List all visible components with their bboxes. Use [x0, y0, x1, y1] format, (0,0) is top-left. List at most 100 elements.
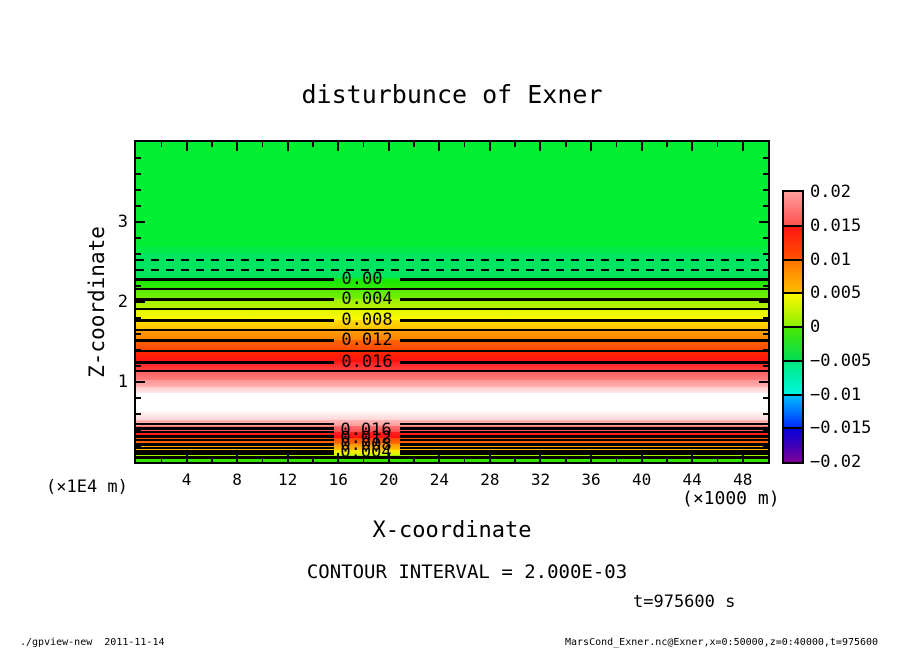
x-axis-tick	[565, 457, 567, 462]
x-axis-tick	[615, 457, 618, 462]
x-axis-tick	[413, 142, 415, 147]
y-axis-tick	[759, 301, 768, 303]
y-axis-tick	[759, 221, 768, 223]
contour-label: 0.004	[341, 289, 393, 309]
y-tick-label: 1	[117, 372, 128, 392]
y-axis-tick	[763, 237, 768, 239]
y-axis-tick	[136, 445, 141, 447]
colorbar-cell-divider	[784, 359, 802, 362]
x-axis-tick	[691, 142, 694, 151]
contour-fill-band	[136, 289, 768, 299]
y-axis-tick	[763, 413, 768, 415]
y-axis-tick	[136, 381, 145, 383]
y-axis-tick	[136, 301, 145, 303]
colorbar-cell	[784, 192, 802, 226]
contour-line	[136, 277, 334, 281]
contour-line	[400, 318, 768, 322]
y-axis-tick	[136, 285, 141, 287]
y-tick-label: 3	[117, 212, 128, 232]
x-axis-tick	[488, 142, 491, 151]
colorbar	[784, 192, 802, 462]
contour-fill-band	[136, 299, 768, 309]
y-axis-tick	[763, 445, 768, 447]
x-axis-unit: (×1000 m)	[682, 488, 780, 509]
contour-label: 0.008	[340, 435, 392, 455]
contour-line	[136, 455, 768, 459]
x-tick-label: 20	[379, 470, 399, 489]
x-axis-tick	[211, 457, 213, 462]
x-tick-label: 8	[232, 470, 242, 489]
x-axis-tick	[539, 453, 542, 462]
colorbar-cell	[784, 360, 802, 395]
colorbar-cell	[784, 259, 802, 294]
contour-label: 0.008	[341, 310, 393, 330]
contour-line	[136, 431, 334, 433]
x-axis-tick	[211, 142, 213, 147]
y-axis-tick	[136, 413, 141, 415]
x-axis-tick	[337, 142, 340, 151]
colorbar-cell	[784, 327, 802, 361]
x-axis-tick	[514, 142, 516, 147]
x-axis-tick	[362, 457, 365, 462]
contour-line	[136, 434, 334, 438]
x-axis-tick	[312, 142, 314, 147]
colorbar-cell	[784, 293, 802, 327]
contour-line	[136, 350, 768, 352]
y-axis-tick	[136, 349, 141, 351]
y-axis-tick	[136, 269, 141, 271]
contour-fill-band	[136, 330, 768, 340]
y-axis-tick	[759, 381, 768, 383]
contour-fill-band	[136, 444, 768, 450]
x-axis-tick	[691, 453, 694, 462]
contour-line	[400, 297, 768, 301]
x-axis-tick	[716, 142, 719, 147]
contour-line	[136, 269, 768, 271]
colorbar-cell	[784, 428, 802, 462]
contour-label: 0.004	[340, 442, 392, 462]
x-axis-tick	[387, 453, 390, 462]
y-axis-tick	[136, 205, 141, 207]
footer-source-text: MarsCond_Exner.nc@Exner,x=0:50000,z=0:40…	[565, 637, 879, 648]
x-tick-label: 24	[429, 470, 449, 489]
x-tick-label: 32	[530, 470, 551, 489]
y-axis-tick	[763, 189, 768, 191]
x-axis-tick	[514, 457, 516, 462]
x-axis-tick	[640, 142, 643, 151]
contour-line	[136, 370, 768, 372]
x-axis-tick	[539, 142, 542, 151]
x-tick-label: 36	[581, 470, 601, 489]
contour-fill-band	[136, 412, 768, 420]
colorbar-cell-divider	[784, 292, 802, 295]
y-axis-unit: (×1E4 m)	[46, 477, 128, 497]
y-axis-tick	[763, 269, 768, 271]
contour-fill-band	[136, 387, 768, 393]
x-axis-tick	[286, 142, 289, 151]
y-axis-tick	[136, 429, 141, 431]
x-axis-tick	[236, 142, 239, 151]
contour-line	[400, 439, 768, 441]
contour-line	[400, 360, 768, 364]
footer-command-text: ./gpview-new 2011-11-14	[20, 637, 165, 648]
x-axis-tick	[387, 142, 390, 151]
contour-line	[136, 288, 768, 290]
y-axis-tick	[136, 237, 141, 239]
y-axis-tick	[763, 317, 768, 319]
x-tick-label: 16	[328, 470, 348, 489]
contour-fill-band	[136, 309, 768, 320]
colorbar-cell-divider	[784, 224, 802, 227]
x-axis-tick	[286, 453, 289, 462]
x-axis-tick	[413, 457, 415, 462]
y-axis-tick	[763, 429, 768, 431]
contour-line	[400, 442, 768, 446]
contour-fill-band	[136, 372, 768, 380]
contour-line	[136, 447, 334, 449]
y-axis-tick	[136, 333, 141, 335]
x-axis-tick	[160, 142, 163, 147]
contour-line	[136, 329, 768, 331]
colorbar-cell-divider	[784, 427, 802, 430]
x-axis-tick	[590, 453, 593, 462]
contour-label: 0.016	[341, 352, 393, 372]
y-axis-tick	[136, 157, 141, 159]
chart-title: disturbunce of Exner	[301, 80, 603, 109]
contour-line	[400, 277, 768, 281]
